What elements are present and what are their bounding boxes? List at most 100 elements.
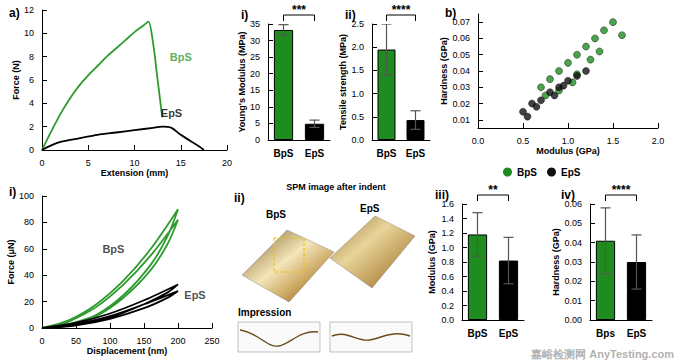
- svg-text:30: 30: [250, 36, 260, 46]
- svg-text:EpS: EpS: [184, 289, 205, 301]
- svg-text:0.8: 0.8: [441, 257, 454, 267]
- svg-text:100: 100: [102, 336, 117, 346]
- svg-text:BpS: BpS: [170, 51, 192, 63]
- svg-text:EpS: EpS: [305, 148, 325, 159]
- svg-text:EpS: EpS: [161, 107, 182, 119]
- svg-text:Hardness (GPa): Hardness (GPa): [551, 228, 561, 296]
- svg-text:1.5: 1.5: [351, 65, 364, 75]
- svg-text:5: 5: [255, 118, 260, 128]
- svg-text:10: 10: [24, 28, 34, 38]
- svg-text:2.0: 2.0: [652, 136, 665, 146]
- svg-text:10: 10: [250, 102, 260, 112]
- svg-text:0.5: 0.5: [517, 136, 530, 146]
- svg-text:0.0: 0.0: [472, 136, 485, 146]
- svg-text:8: 8: [29, 52, 34, 62]
- svg-text:Tensile strength (MPa): Tensile strength (MPa): [338, 34, 348, 130]
- svg-text:EpS: EpS: [561, 167, 581, 178]
- svg-text:****: ****: [612, 183, 631, 197]
- svg-text:250: 250: [204, 336, 219, 346]
- svg-text:0.6: 0.6: [441, 272, 454, 282]
- svg-text:35: 35: [250, 19, 260, 29]
- svg-text:ii): ii): [345, 8, 356, 22]
- svg-text:0.02: 0.02: [564, 276, 582, 286]
- svg-text:i): i): [9, 185, 16, 199]
- svg-text:60: 60: [24, 244, 34, 254]
- svg-text:0.00: 0.00: [564, 315, 582, 325]
- svg-text:b): b): [445, 6, 456, 20]
- svg-text:Bps: Bps: [596, 328, 615, 339]
- svg-text:EpS: EpS: [360, 203, 380, 214]
- svg-text:1.4: 1.4: [441, 214, 454, 224]
- svg-text:0.05: 0.05: [452, 50, 470, 60]
- svg-text:0: 0: [29, 323, 34, 333]
- svg-text:1.5: 1.5: [607, 136, 620, 146]
- svg-text:iii): iii): [435, 188, 449, 202]
- svg-text:0.04: 0.04: [564, 238, 582, 248]
- svg-text:15: 15: [176, 158, 186, 168]
- svg-text:0.05: 0.05: [564, 218, 582, 228]
- svg-text:1.0: 1.0: [351, 89, 364, 99]
- svg-text:Modulus (GPa): Modulus (GPa): [427, 230, 437, 294]
- svg-text:12: 12: [24, 5, 34, 15]
- svg-text:1.0: 1.0: [562, 136, 575, 146]
- svg-text:0.0: 0.0: [441, 315, 454, 325]
- svg-text:0.03: 0.03: [564, 257, 582, 267]
- svg-text:Displacement (nm): Displacement (nm): [87, 346, 168, 356]
- svg-text:0: 0: [255, 135, 260, 145]
- svg-text:i): i): [241, 8, 248, 22]
- svg-text:6: 6: [29, 75, 34, 85]
- svg-text:***: ***: [292, 3, 306, 17]
- svg-text:0.0: 0.0: [351, 135, 364, 145]
- svg-text:ii): ii): [234, 191, 245, 205]
- svg-text:5: 5: [86, 158, 91, 168]
- svg-text:Force (μN): Force (μN): [6, 239, 16, 284]
- svg-text:EpS: EpS: [627, 328, 647, 339]
- svg-text:iv): iv): [561, 188, 575, 202]
- svg-text:0.5: 0.5: [351, 112, 364, 122]
- svg-text:a): a): [9, 6, 20, 20]
- svg-text:20: 20: [222, 158, 232, 168]
- svg-text:1.2: 1.2: [441, 228, 454, 238]
- svg-text:150: 150: [136, 336, 151, 346]
- svg-text:2: 2: [29, 122, 34, 132]
- svg-text:80: 80: [24, 217, 34, 227]
- svg-text:BpS: BpS: [517, 167, 537, 178]
- svg-text:10: 10: [129, 158, 139, 168]
- svg-text:200: 200: [170, 336, 185, 346]
- svg-text:EpS: EpS: [499, 328, 519, 339]
- svg-text:40: 40: [24, 270, 34, 280]
- svg-text:0.01: 0.01: [564, 296, 582, 306]
- svg-text:20: 20: [24, 297, 34, 307]
- svg-text:0.06: 0.06: [452, 33, 470, 43]
- svg-text:15: 15: [250, 85, 260, 95]
- svg-text:Hardness (GPa): Hardness (GPa): [439, 37, 449, 105]
- svg-text:50: 50: [71, 336, 81, 346]
- svg-text:BpS: BpS: [266, 209, 286, 220]
- svg-text:2.0: 2.0: [351, 42, 364, 52]
- svg-text:100: 100: [19, 191, 34, 201]
- svg-text:****: ****: [392, 3, 411, 17]
- svg-text:1.0: 1.0: [441, 243, 454, 253]
- svg-text:4: 4: [29, 98, 34, 108]
- svg-text:Modulus (GPa): Modulus (GPa): [536, 146, 600, 156]
- svg-text:BpS: BpS: [377, 148, 397, 159]
- svg-text:EpS: EpS: [406, 148, 426, 159]
- svg-text:BpS: BpS: [102, 243, 124, 255]
- svg-text:SPM image after indent: SPM image after indent: [286, 182, 386, 192]
- svg-text:Impression: Impression: [238, 307, 291, 318]
- svg-text:0: 0: [39, 158, 44, 168]
- svg-text:20: 20: [250, 69, 260, 79]
- svg-text:**: **: [488, 183, 498, 197]
- svg-text:0: 0: [39, 336, 44, 346]
- svg-text:Young's Modulus (MPa): Young's Modulus (MPa): [237, 32, 247, 133]
- svg-text:Force (N): Force (N): [11, 60, 21, 100]
- svg-text:Extension (mm): Extension (mm): [101, 168, 169, 178]
- svg-text:0.02: 0.02: [452, 99, 470, 109]
- svg-text:0.4: 0.4: [441, 286, 454, 296]
- svg-text:0.01: 0.01: [452, 115, 470, 125]
- svg-text:BpS: BpS: [468, 328, 488, 339]
- svg-text:0: 0: [29, 145, 34, 155]
- svg-text:嘉峪检测网 AnyTesting.com: 嘉峪检测网 AnyTesting.com: [531, 348, 674, 360]
- svg-text:25: 25: [250, 52, 260, 62]
- svg-text:0.03: 0.03: [452, 82, 470, 92]
